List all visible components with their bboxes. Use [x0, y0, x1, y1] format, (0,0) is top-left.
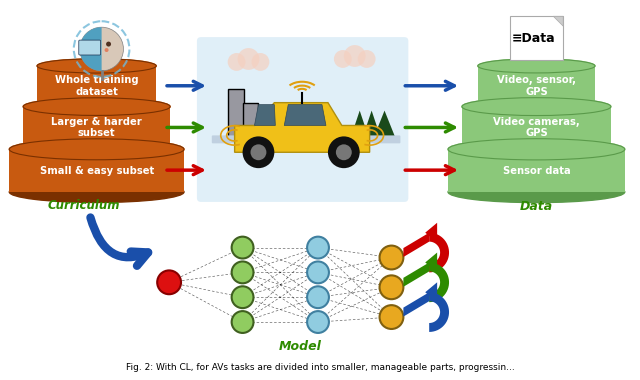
- Ellipse shape: [462, 98, 611, 116]
- Ellipse shape: [23, 139, 170, 157]
- Circle shape: [157, 271, 181, 294]
- Polygon shape: [425, 253, 437, 272]
- Text: Video cameras,
GPS: Video cameras, GPS: [493, 117, 580, 138]
- Polygon shape: [284, 105, 326, 125]
- FancyBboxPatch shape: [212, 135, 401, 143]
- Polygon shape: [403, 263, 429, 287]
- FancyBboxPatch shape: [228, 89, 244, 140]
- FancyBboxPatch shape: [197, 37, 408, 202]
- Ellipse shape: [478, 59, 595, 73]
- Circle shape: [334, 50, 352, 68]
- FancyBboxPatch shape: [509, 16, 563, 60]
- Polygon shape: [462, 107, 611, 148]
- Circle shape: [358, 50, 376, 68]
- Polygon shape: [403, 233, 429, 257]
- Polygon shape: [350, 111, 370, 140]
- Circle shape: [380, 305, 403, 329]
- Ellipse shape: [462, 139, 611, 157]
- Circle shape: [307, 311, 329, 333]
- Polygon shape: [80, 27, 102, 71]
- Polygon shape: [362, 111, 381, 140]
- Circle shape: [80, 27, 124, 71]
- Polygon shape: [429, 292, 449, 332]
- Polygon shape: [235, 103, 370, 152]
- Circle shape: [380, 245, 403, 269]
- Ellipse shape: [448, 139, 625, 160]
- Circle shape: [250, 144, 266, 160]
- Ellipse shape: [448, 181, 625, 203]
- Circle shape: [243, 136, 275, 168]
- Polygon shape: [23, 107, 170, 148]
- Circle shape: [237, 48, 259, 70]
- Circle shape: [307, 261, 329, 283]
- Ellipse shape: [23, 98, 170, 116]
- Polygon shape: [425, 282, 437, 302]
- Circle shape: [232, 237, 253, 258]
- Circle shape: [106, 41, 111, 47]
- Circle shape: [252, 53, 269, 71]
- Circle shape: [228, 53, 246, 71]
- Polygon shape: [403, 292, 429, 317]
- Text: Data: Data: [520, 200, 553, 213]
- Circle shape: [104, 48, 109, 52]
- Circle shape: [232, 261, 253, 283]
- Polygon shape: [10, 149, 184, 192]
- Circle shape: [344, 45, 365, 67]
- Text: ≡Data: ≡Data: [511, 32, 556, 44]
- Text: Larger & harder
subset: Larger & harder subset: [51, 117, 142, 138]
- Circle shape: [336, 144, 352, 160]
- Circle shape: [380, 276, 403, 299]
- Ellipse shape: [10, 182, 184, 203]
- Text: Sensor data: Sensor data: [502, 166, 570, 176]
- Text: Whole training
dataset: Whole training dataset: [55, 75, 138, 97]
- Polygon shape: [554, 16, 563, 26]
- Circle shape: [232, 286, 253, 308]
- Text: Fig. 2: With CL, for AVs tasks are divided into smaller, manageable parts, progr: Fig. 2: With CL, for AVs tasks are divid…: [125, 363, 515, 372]
- FancyBboxPatch shape: [79, 40, 100, 55]
- Circle shape: [328, 136, 360, 168]
- Text: Curriculum: Curriculum: [47, 199, 120, 212]
- Text: Model: Model: [278, 340, 321, 353]
- Ellipse shape: [37, 59, 156, 73]
- Text: Small & easy subset: Small & easy subset: [40, 166, 154, 176]
- Circle shape: [307, 237, 329, 258]
- Polygon shape: [372, 111, 396, 140]
- Ellipse shape: [478, 98, 595, 112]
- Ellipse shape: [37, 98, 156, 113]
- Polygon shape: [429, 233, 449, 272]
- Text: Video, sensor,
GPS: Video, sensor, GPS: [497, 75, 576, 97]
- Polygon shape: [478, 66, 595, 106]
- Polygon shape: [429, 263, 449, 302]
- Circle shape: [307, 286, 329, 308]
- Polygon shape: [448, 149, 625, 192]
- Polygon shape: [37, 66, 156, 106]
- Circle shape: [232, 311, 253, 333]
- Polygon shape: [425, 223, 437, 242]
- FancyBboxPatch shape: [243, 103, 259, 140]
- Polygon shape: [255, 105, 275, 125]
- Ellipse shape: [10, 139, 184, 160]
